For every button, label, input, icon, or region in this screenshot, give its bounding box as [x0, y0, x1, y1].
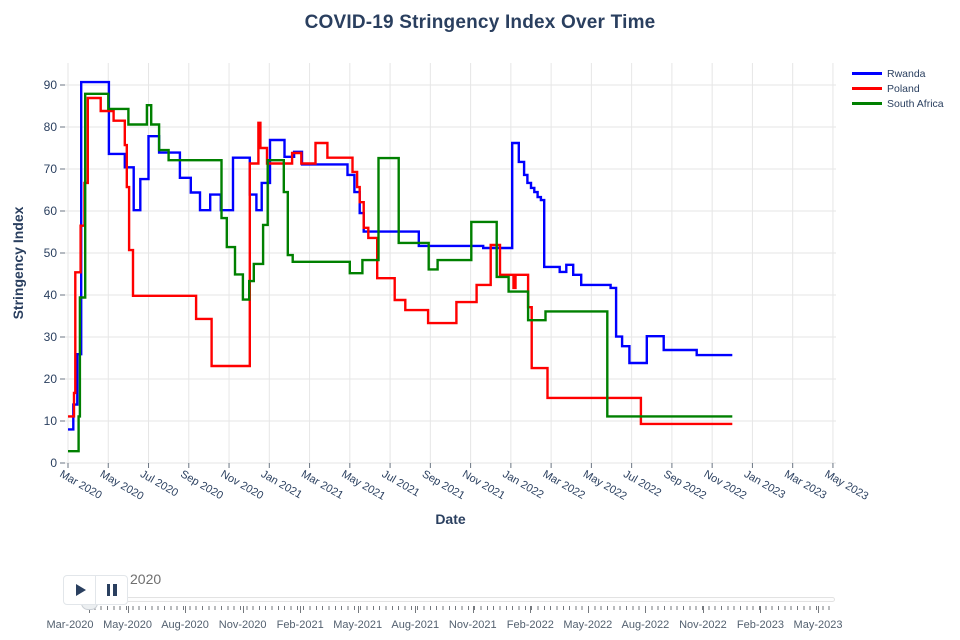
series-line-poland	[68, 96, 733, 426]
y-tick-label: 80	[44, 120, 58, 134]
slider-major-tick	[702, 606, 704, 613]
series-line-rwanda	[68, 80, 733, 431]
slider-tick-label: Nov-2020	[218, 619, 267, 631]
x-tick-label: Jul 2021	[380, 468, 422, 499]
x-tick-label: Jan 2021	[259, 468, 304, 501]
y-tick-label: 40	[44, 288, 58, 302]
slider-tick-label: Feb-2021	[276, 619, 324, 631]
slider-tick-label: Mar-2020	[46, 619, 94, 631]
x-tick-label: May 2023	[822, 468, 870, 503]
y-tick-label: 60	[44, 204, 58, 218]
slider-tick-label: Nov-2022	[679, 619, 727, 631]
series-line-south-africa	[68, 92, 733, 453]
slider-major-tick	[760, 606, 762, 613]
x-tick-label: Nov 2021	[460, 468, 507, 502]
legend-item-rwanda[interactable]: Rwanda	[852, 66, 944, 81]
slider-major-tick	[818, 606, 819, 613]
play-button[interactable]	[63, 575, 96, 605]
slider-ticks	[88, 606, 834, 610]
slider-major-tick	[300, 606, 302, 613]
legend-item-poland[interactable]: Poland	[852, 81, 944, 96]
x-tick-label: Jul 2020	[138, 468, 180, 499]
x-tick-label: Mar 2023	[782, 468, 828, 502]
y-tick-label: 30	[44, 330, 58, 344]
x-tick-label: Mar 2022	[541, 468, 587, 502]
y-axis-label: Stringency Index	[10, 206, 26, 320]
slider-major-tick	[127, 606, 129, 613]
y-tick-label: 0	[50, 456, 57, 470]
slider-tick-label: Nov-2021	[448, 619, 497, 631]
pause-button[interactable]	[95, 575, 128, 605]
legend-line-swatch	[852, 102, 882, 105]
slider-rail[interactable]	[88, 597, 835, 602]
x-tick-label: May 2020	[98, 468, 146, 503]
pause-icon	[106, 584, 117, 596]
legend-label: Rwanda	[887, 67, 926, 80]
x-tick-label: May 2021	[339, 468, 387, 503]
legend: Rwanda Poland South Africa	[852, 66, 944, 111]
slider-tick-label: Feb-2023	[736, 619, 784, 631]
y-tick-label: 50	[44, 246, 58, 260]
x-tick-label: Nov 2022	[702, 468, 749, 502]
x-tick-label: Mar 2020	[58, 468, 104, 502]
legend-label: Poland	[887, 82, 920, 95]
y-tick-label: 90	[44, 78, 58, 92]
x-tick-label: Sep 2021	[420, 468, 467, 502]
x-tick-label: Jan 2023	[742, 468, 787, 501]
slider-tick-label: Feb-2022	[506, 619, 554, 631]
slider-major-tick	[415, 606, 417, 613]
slider-major-tick	[530, 606, 532, 613]
page-title: COVID-19 Stringency Index Over Time	[304, 12, 656, 33]
play-icon	[76, 584, 86, 596]
x-tick-label: Sep 2022	[661, 468, 708, 502]
legend-line-swatch	[852, 87, 882, 90]
slider-major-tick	[185, 606, 187, 613]
slider-major-tick	[472, 606, 474, 613]
slider-tick-label: May-2021	[333, 619, 383, 631]
slider-major-tick	[242, 606, 244, 613]
slider-major-tick	[645, 606, 647, 613]
slider-current-value: 2020	[130, 571, 162, 587]
slider-tick-label: Aug-2022	[621, 619, 670, 631]
legend-label: South Africa	[887, 97, 944, 110]
x-tick-label: May 2022	[581, 468, 629, 503]
slider-tick-label: May-2020	[103, 619, 152, 631]
slider-tick-label: May-2022	[563, 619, 613, 631]
x-tick-label: Sep 2020	[178, 468, 225, 502]
slider-tick-label: Aug-2021	[391, 619, 440, 631]
x-tick-label: Mar 2021	[299, 468, 345, 502]
y-tick-label: 10	[44, 414, 58, 428]
x-tick-label: Jul 2022	[621, 468, 663, 499]
slider-major-tick	[357, 606, 359, 613]
slider-major-tick	[587, 606, 589, 613]
legend-line-swatch	[852, 72, 882, 75]
x-tick-label: Nov 2020	[219, 468, 266, 502]
slider-buttons	[63, 575, 128, 605]
legend-item-south-africa[interactable]: South Africa	[852, 96, 944, 111]
x-tick-label: Jan 2022	[500, 468, 545, 501]
slider-tick-label: Aug-2020	[161, 619, 209, 631]
y-tick-label: 20	[44, 372, 58, 386]
y-tick-label: 70	[44, 162, 58, 176]
x-axis-label: Date	[435, 511, 466, 527]
slider-tick-label: May-2023	[793, 619, 843, 631]
